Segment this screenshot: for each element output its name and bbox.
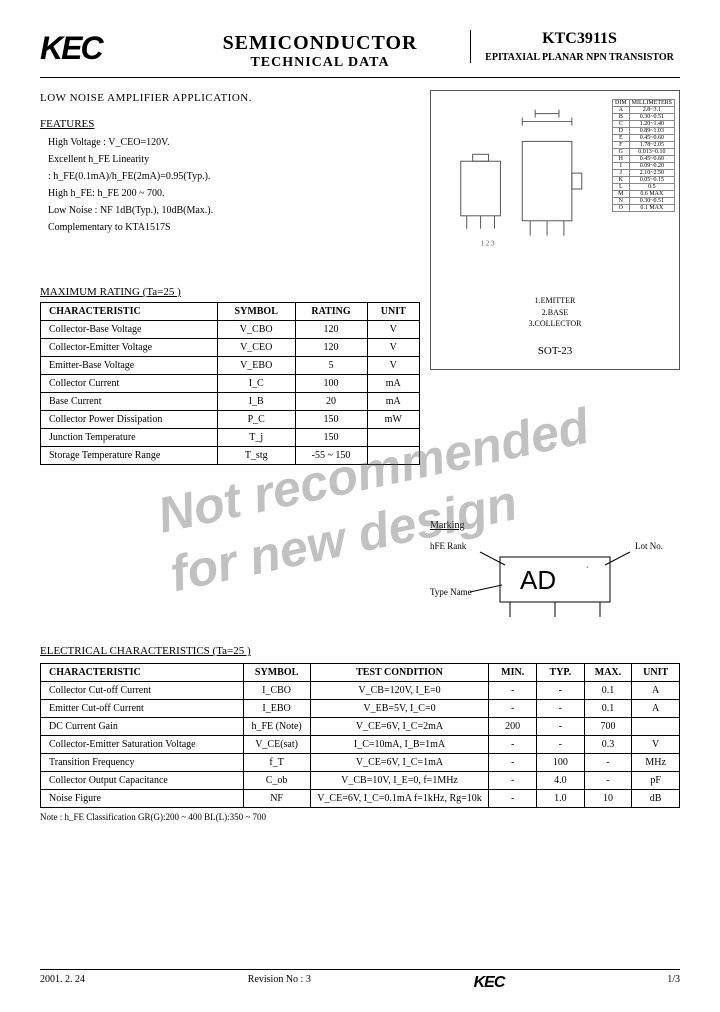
table-row: Collector-Emitter Saturation VoltageV_CE… [41,736,680,754]
marking-section: Marking AD · hFE Rank Lot No. Type Name [430,520,680,630]
header: KEC SEMICONDUCTOR TECHNICAL DATA KTC3911… [40,30,680,78]
elec-title: ELECTRICAL CHARACTERISTICS (Ta=25 ) [40,645,680,657]
table-row: Collector Power DissipationP_C150mW [41,411,420,429]
marking-title: Marking [430,520,680,531]
table-row: Collector-Emitter VoltageV_CEO120V [41,339,420,357]
svg-text:Lot No.: Lot No. [635,541,663,551]
footer-rev: Revision No : 3 [248,974,311,992]
svg-text:1 2 3: 1 2 3 [481,240,495,248]
elec-table: CHARACTERISTIC SYMBOL TEST CONDITION MIN… [40,663,680,808]
table-row: Collector Output CapacitanceC_obV_CB=10V… [41,772,680,790]
part-desc: EPITAXIAL PLANAR NPN TRANSISTOR [479,52,680,63]
table-row: Emitter-Base VoltageV_EBO5V [41,357,420,375]
table-row: Collector Cut-off CurrentI_CBOV_CB=120V,… [41,682,680,700]
col-header: CHARACTERISTIC [41,303,218,321]
table-row: Noise FigureNFV_CE=6V, I_C=0.1mA f=1kHz,… [41,790,680,808]
footer-date: 2001. 2. 24 [40,974,85,992]
svg-text:hFE Rank: hFE Rank [430,541,467,551]
package-diagram: 1 2 3 DIMMILLIMETERS A2.8~3.1 B0.30~0.51… [430,90,680,370]
footer-logo: KEC [474,974,505,992]
doc-title: SEMICONDUCTOR TECHNICAL DATA [170,30,470,71]
pin-labels: 1.EMITTER 2.BASE 3.COLLECTOR [431,295,679,329]
svg-text:Type Name: Type Name [430,587,472,597]
table-row: Collector CurrentI_C100mA [41,375,420,393]
part-number: KTC3911S [479,30,680,48]
dimension-table: DIMMILLIMETERS A2.8~3.1 B0.30~0.51 C1.20… [612,99,675,212]
footer: 2001. 2. 24 Revision No : 3 KEC 1/3 [40,969,680,992]
package-name: SOT-23 [431,345,679,357]
table-row: Collector-Base VoltageV_CBO120V [41,321,420,339]
svg-text:·: · [585,561,590,576]
title-line2: TECHNICAL DATA [170,55,470,71]
footer-page: 1/3 [667,974,680,992]
marking-code: AD [520,565,556,595]
table-row: Junction TemperatureT_j150 [41,429,420,447]
table-row: Emitter Cut-off CurrentI_EBOV_EB=5V, I_C… [41,700,680,718]
table-row: DC Current Gainh_FE (Note)V_CE=6V, I_C=2… [41,718,680,736]
table-row: Storage Temperature RangeT_stg-55 ~ 150 [41,447,420,465]
elec-note: Note : h_FE Classification GR(G):200 ~ 4… [40,812,680,822]
part-box: KTC3911S EPITAXIAL PLANAR NPN TRANSISTOR [470,30,680,63]
table-row: Transition Frequencyf_TV_CE=6V, I_C=1mA-… [41,754,680,772]
col-header: SYMBOL [217,303,295,321]
title-line1: SEMICONDUCTOR [170,32,470,55]
table-row: Base CurrentI_B20mA [41,393,420,411]
marking-svg: AD · hFE Rank Lot No. Type Name [430,537,680,627]
col-header: RATING [295,303,367,321]
company-logo: KEC [40,30,170,67]
col-header: UNIT [367,303,419,321]
max-rating-table: CHARACTERISTIC SYMBOL RATING UNIT Collec… [40,302,420,465]
